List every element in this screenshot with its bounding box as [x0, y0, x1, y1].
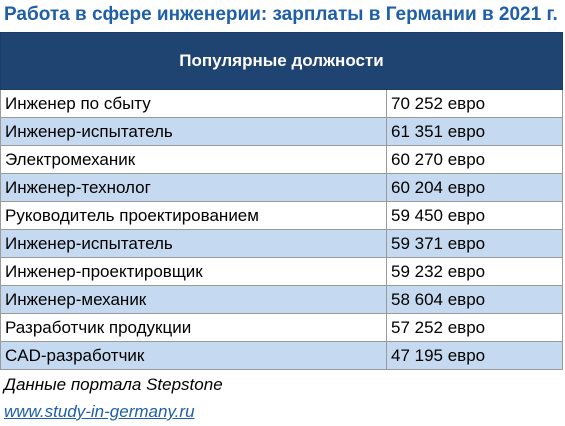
table-row: Инженер-испытатель 59 371 евро	[0, 229, 563, 258]
salary-cell: 61 351 евро	[386, 117, 563, 146]
salary-cell: 60 270 евро	[386, 145, 563, 174]
source-note: Данные портала Stepstone	[4, 375, 223, 394]
salary-cell: 59 450 евро	[386, 201, 563, 230]
salary-cell: 60 204 евро	[386, 173, 563, 202]
salary-cell: 47 195 евро	[386, 341, 563, 370]
position-cell: CAD-разработчик	[0, 341, 387, 370]
position-cell: Инженер-испытатель	[0, 117, 387, 146]
salary-cell: 70 252 евро	[386, 89, 563, 118]
salary-cell: 59 371 евро	[386, 229, 563, 258]
position-cell: Инженер-испытатель	[0, 229, 387, 258]
table-row: Инженер-проектировщик 59 232 евро	[0, 257, 563, 286]
salary-cell: 57 252 евро	[386, 313, 563, 342]
page-title: Работа в сфере инженерии: зарплаты в Гер…	[4, 4, 558, 25]
table-row: Инженер-технолог 60 204 евро	[0, 173, 563, 202]
website-link[interactable]: www.study-in-germany.ru	[4, 402, 195, 421]
table-row: Инженер по сбыту 70 252 евро	[0, 89, 563, 118]
table-row: Электромеханик 60 270 евро	[0, 145, 563, 174]
table-row: CAD-разработчик 47 195 евро	[0, 341, 563, 370]
salary-cell: 58 604 евро	[386, 285, 563, 314]
table-header-row: Популярные должности	[0, 32, 563, 90]
salary-cell: 59 232 евро	[386, 257, 563, 286]
position-cell: Инженер-проектировщик	[0, 257, 387, 286]
position-cell: Разработчик продукции	[0, 313, 387, 342]
table-body: Инженер по сбыту 70 252 евро Инженер-испыт…	[0, 89, 563, 370]
table-row: Руководитель проектированием 59 450 евро	[0, 201, 563, 230]
table-row: Инженер-испытатель 61 351 евро	[0, 117, 563, 146]
position-cell: Руководитель проектированием	[0, 201, 387, 230]
position-cell: Инженер-механик	[0, 285, 387, 314]
table-row: Разработчик продукции 57 252 евро	[0, 313, 563, 342]
position-cell: Электромеханик	[0, 145, 387, 174]
table-row: Инженер-механик 58 604 евро	[0, 285, 563, 314]
salary-table: Популярные должности Инженер по сбыту 70 …	[0, 32, 563, 370]
position-cell: Инженер-технолог	[0, 173, 387, 202]
position-cell: Инженер по сбыту	[0, 89, 387, 118]
table-header: Популярные должности	[0, 32, 563, 90]
